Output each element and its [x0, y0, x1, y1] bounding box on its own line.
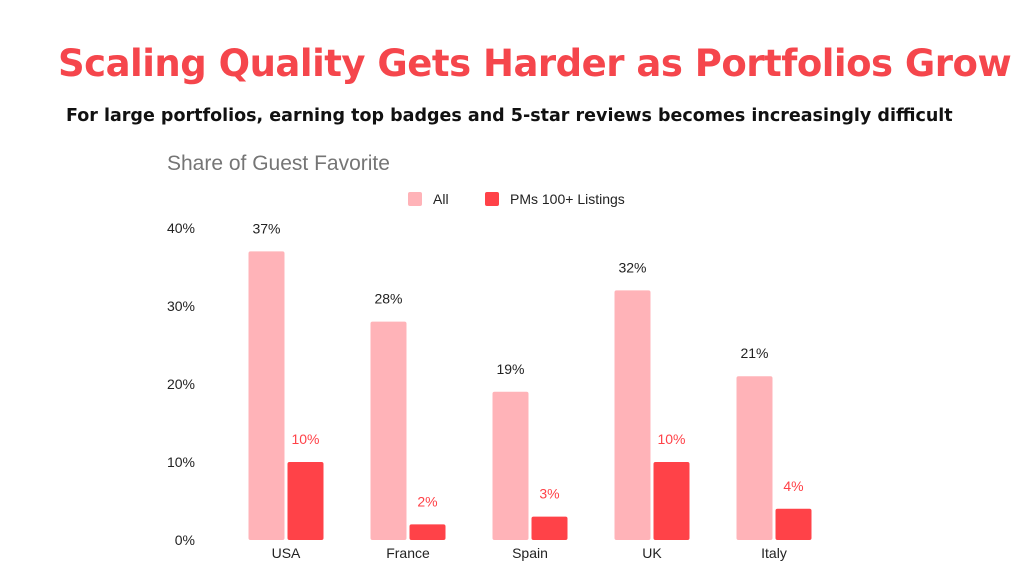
x-tick-label: USA: [272, 545, 301, 561]
data-label: 37%: [252, 220, 280, 236]
bar-all-uk: [614, 290, 651, 540]
data-label: 28%: [374, 291, 402, 307]
legend-label-0: All: [433, 191, 449, 207]
bar-pms-100-listings-france: [409, 524, 446, 540]
x-tick-label: UK: [642, 545, 662, 561]
y-tick-label: 20%: [167, 376, 195, 392]
x-tick-label: Spain: [512, 545, 548, 561]
bar-all-italy: [736, 376, 773, 540]
data-label: 21%: [740, 345, 768, 361]
y-tick-label: 30%: [167, 298, 195, 314]
x-tick-label: France: [386, 545, 430, 561]
y-tick-label: 0%: [175, 532, 195, 548]
data-label: 19%: [496, 361, 524, 377]
legend-label-1: PMs 100+ Listings: [510, 191, 625, 207]
page-subtitle: For large portfolios, earning top badges…: [66, 106, 953, 126]
legend-swatch-1: [485, 192, 499, 206]
x-tick-label: Italy: [761, 545, 787, 561]
bar-pms-100-listings-spain: [531, 516, 568, 540]
data-label: 4%: [783, 478, 803, 494]
data-label: 2%: [417, 493, 437, 509]
data-label: 3%: [539, 486, 559, 502]
bar-all-france: [370, 321, 407, 540]
bar-all-usa: [248, 251, 285, 540]
data-label: 10%: [291, 431, 319, 447]
bar-pms-100-listings-usa: [287, 462, 324, 540]
bar-pms-100-listings-italy: [775, 508, 812, 540]
bar-all-spain: [492, 391, 529, 540]
bar-pms-100-listings-uk: [653, 462, 690, 540]
y-tick-label: 10%: [167, 454, 195, 470]
y-tick-label: 40%: [167, 220, 195, 236]
chart-title: Share of Guest Favorite: [167, 152, 390, 175]
data-label: 10%: [657, 431, 685, 447]
legend-swatch-0: [408, 192, 422, 206]
data-label: 32%: [618, 259, 646, 275]
page-title: Scaling Quality Gets Harder as Portfolio…: [58, 42, 1012, 85]
